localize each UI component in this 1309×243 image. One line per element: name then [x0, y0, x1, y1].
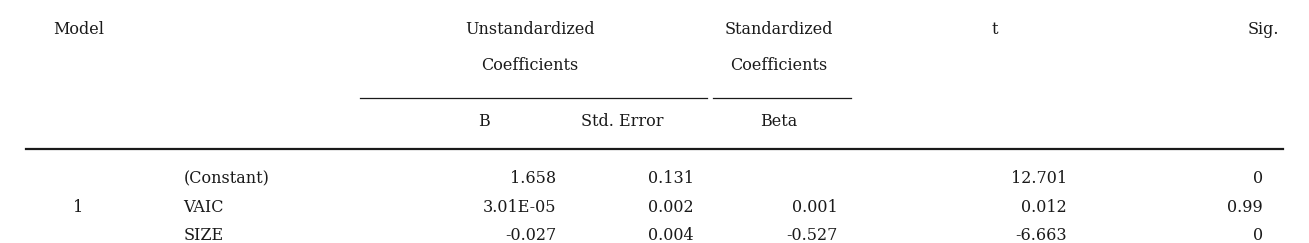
Text: Standardized: Standardized	[725, 21, 833, 38]
Text: 0.004: 0.004	[648, 227, 694, 243]
Text: -0.027: -0.027	[505, 227, 556, 243]
Text: B: B	[479, 113, 490, 130]
Text: 3.01E-05: 3.01E-05	[483, 199, 556, 216]
Text: 0.131: 0.131	[648, 170, 694, 187]
Text: VAIC: VAIC	[183, 199, 224, 216]
Text: 0.002: 0.002	[648, 199, 694, 216]
Text: (Constant): (Constant)	[183, 170, 270, 187]
Text: 0: 0	[1253, 170, 1263, 187]
Text: Std. Error: Std. Error	[580, 113, 664, 130]
Text: Beta: Beta	[761, 113, 797, 130]
Text: 0.99: 0.99	[1228, 199, 1263, 216]
Text: -0.527: -0.527	[787, 227, 838, 243]
Text: 1.658: 1.658	[511, 170, 556, 187]
Text: 12.701: 12.701	[1011, 170, 1067, 187]
Text: -6.663: -6.663	[1016, 227, 1067, 243]
Text: Model: Model	[54, 21, 103, 38]
Text: Coefficients: Coefficients	[482, 57, 579, 74]
Text: t: t	[992, 21, 997, 38]
Text: 0: 0	[1253, 227, 1263, 243]
Text: SIZE: SIZE	[183, 227, 224, 243]
Text: Unstandardized: Unstandardized	[465, 21, 596, 38]
Text: 0.001: 0.001	[792, 199, 838, 216]
Text: 1: 1	[73, 199, 84, 216]
Text: 0.012: 0.012	[1021, 199, 1067, 216]
Text: Coefficients: Coefficients	[730, 57, 827, 74]
Text: Sig.: Sig.	[1247, 21, 1279, 38]
